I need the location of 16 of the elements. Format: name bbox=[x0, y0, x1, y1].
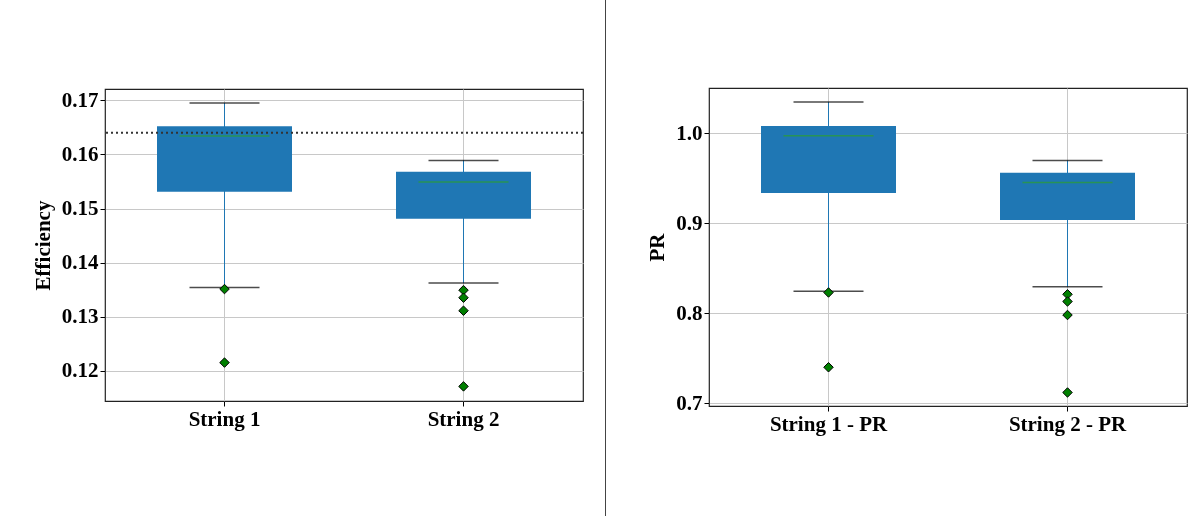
y-tick-label: 0.7 bbox=[676, 390, 703, 415]
y-tick-label: 0.12 bbox=[61, 358, 99, 383]
y-axis-title: PR bbox=[645, 232, 670, 262]
y-tick-label: 0.8 bbox=[676, 300, 703, 325]
x-tick-label: String 1 bbox=[188, 406, 261, 431]
y-tick-label: 1.0 bbox=[676, 120, 703, 145]
y-tick-label: 0.16 bbox=[61, 141, 99, 166]
x-tick-label: String 2 - PR bbox=[1008, 411, 1127, 436]
x-tick-label: String 1 - PR bbox=[769, 411, 888, 436]
y-tick-label: 0.15 bbox=[61, 196, 99, 220]
y-tick-label: 0.17 bbox=[61, 87, 99, 112]
y-tick-label: 0.14 bbox=[61, 250, 99, 275]
y-axis-title: Efficiency bbox=[30, 200, 55, 291]
y-tick-label: 0.13 bbox=[61, 304, 99, 329]
y-tick-label: 0.9 bbox=[676, 210, 703, 235]
x-tick-label: String 2 bbox=[427, 406, 500, 431]
